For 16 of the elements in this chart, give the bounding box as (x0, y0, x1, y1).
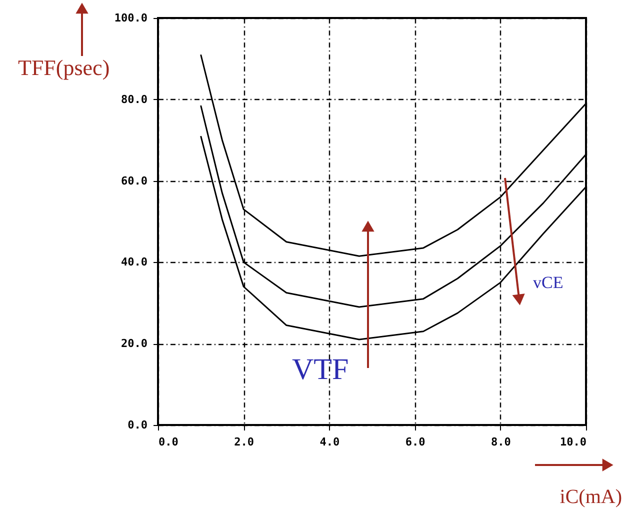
y-tick-label: 60.0 (121, 174, 148, 188)
y-tick-label: 40.0 (121, 256, 148, 269)
x-tick-label: 2.0 (234, 436, 254, 448)
x-tick-label: 6.0 (405, 436, 426, 448)
y-tick-label: 0.0 (128, 418, 148, 432)
annotation: vCE (533, 273, 564, 292)
x-tick-label: 10.0 (560, 436, 586, 448)
y-axis-title: TFF(psec) (18, 55, 110, 80)
x-tick-label: 8.0 (490, 436, 511, 448)
annotation: VTF (292, 353, 349, 386)
y-tick-label: 100.0 (114, 12, 148, 24)
y-tick-label: 20.0 (121, 337, 148, 350)
x-axis-title: iC(mA) (560, 486, 622, 508)
y-tick-label: 80.0 (121, 92, 148, 106)
x-tick-label: 0.0 (158, 436, 178, 448)
x-tick-label: 4.0 (320, 436, 340, 448)
